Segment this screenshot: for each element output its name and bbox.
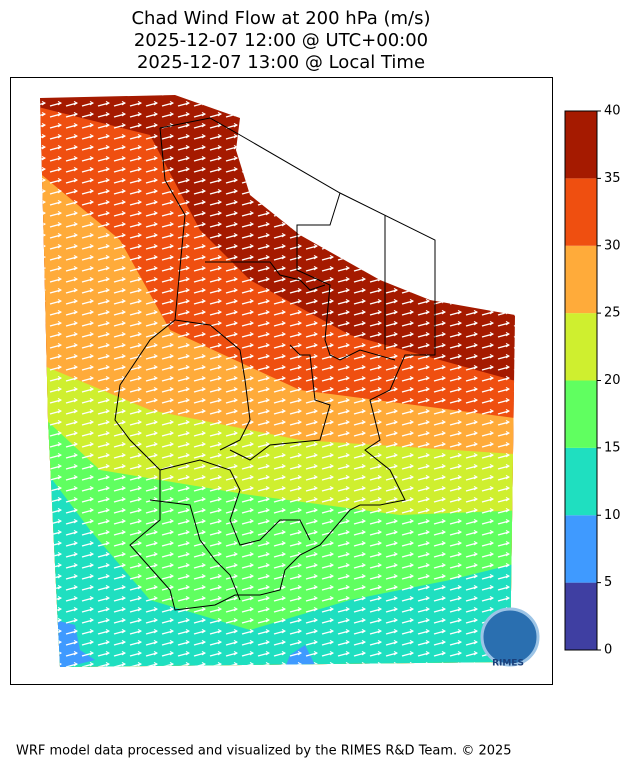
- footer: WRF model data processed and visualized …: [16, 744, 512, 759]
- colorbar-tick-label: 20: [604, 373, 621, 388]
- logo-text: RIMES: [492, 659, 524, 669]
- colorbar-segment: [565, 447, 597, 516]
- logo: RIMES: [480, 607, 540, 669]
- colorbar-tick-label: 10: [604, 508, 621, 523]
- colorbar-segment: [565, 178, 597, 246]
- colorbar-tick-label: 40: [604, 104, 621, 119]
- colorbar-tick-label: 5: [604, 575, 612, 590]
- colorbar-segment: [565, 245, 597, 314]
- colorbar-segment: [565, 380, 597, 448]
- colorbar-tick-label: 0: [604, 643, 612, 658]
- colorbar-segment: [565, 313, 597, 381]
- colorbar-segment: [565, 515, 597, 583]
- title-line: Chad Wind Flow at 200 hPa (m/s): [131, 8, 430, 29]
- colorbar-tick-label: 15: [604, 440, 621, 455]
- colorbar-tick-label: 35: [604, 171, 621, 186]
- colorbar-tick-label: 30: [604, 238, 621, 253]
- borders: [114, 117, 436, 611]
- title-line: 2025-12-07 12:00 @ UTC+00:00: [134, 30, 428, 51]
- colorbar-tick-label: 25: [604, 306, 621, 321]
- colorbar: 0 5 10 15 20 25 30 35 40: [564, 104, 621, 658]
- colorbar-segment: [565, 111, 597, 179]
- title-line: 2025-12-07 13:00 @ Local Time: [137, 52, 425, 73]
- colorbar-segment: [565, 582, 597, 650]
